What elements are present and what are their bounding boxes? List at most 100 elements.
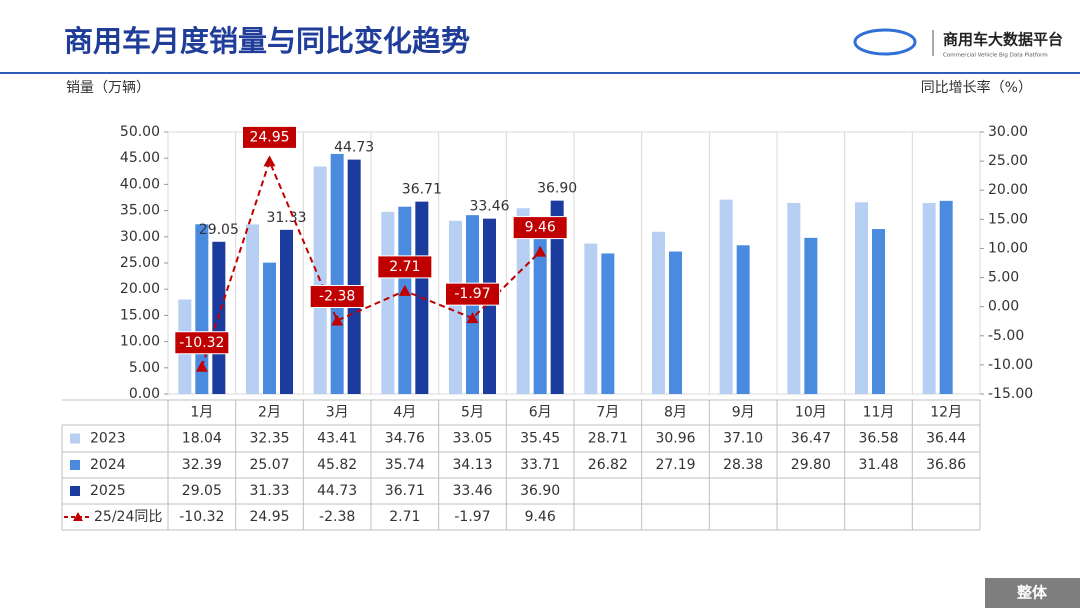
data-label-box xyxy=(174,331,230,355)
bar xyxy=(347,159,361,394)
x-tick-label: 11月 xyxy=(863,405,895,421)
y-tick-label: 30.00 xyxy=(120,229,160,245)
bar xyxy=(669,251,682,394)
table-cell: 28.71 xyxy=(588,431,628,447)
y-tick-label: 40.00 xyxy=(120,176,160,192)
y2-tick-label: 15.00 xyxy=(988,211,1028,227)
y2-tick-label: -10.00 xyxy=(988,357,1033,373)
x-tick-label: 3月 xyxy=(326,405,349,421)
y2-tick-label: 0.00 xyxy=(988,299,1019,315)
logo: 商用车大数据平台 Commercial Vehicle Big Data Pla… xyxy=(853,28,1063,59)
table-cell: 30.96 xyxy=(655,431,695,447)
y-tick-label: 5.00 xyxy=(129,360,160,376)
y2-tick-label: 10.00 xyxy=(988,240,1028,256)
table-cell: 28.38 xyxy=(723,457,763,473)
data-label: 33.46 xyxy=(469,199,509,215)
data-label: 24.95 xyxy=(249,129,289,145)
y-tick-label: 0.00 xyxy=(129,386,160,402)
line-marker xyxy=(263,155,276,167)
data-label: 36.90 xyxy=(537,181,577,197)
bar xyxy=(330,153,344,394)
bar xyxy=(398,206,412,394)
table-cell: 2.71 xyxy=(389,509,420,525)
logo-text: 商用车大数据平台 xyxy=(943,31,1063,49)
bar xyxy=(449,220,462,394)
line-marker xyxy=(466,312,479,324)
table-cell: 36.44 xyxy=(926,431,966,447)
x-tick-label: 12月 xyxy=(930,405,962,421)
bar xyxy=(516,208,530,394)
bar xyxy=(652,231,665,394)
y-tick-label: 25.00 xyxy=(120,255,160,271)
data-label-box xyxy=(242,125,297,149)
x-tick-label: 9月 xyxy=(732,405,755,421)
bar xyxy=(719,199,733,394)
data-label: 2.71 xyxy=(389,259,420,275)
logo-subtext: Commercial Vehicle Big Data Platform xyxy=(943,53,1048,59)
page-title: 商用车月度销量与同比变化趋势 xyxy=(64,24,470,58)
y-tick-label: 50.00 xyxy=(120,124,160,140)
data-label-box xyxy=(512,216,568,240)
x-tick-label: 10月 xyxy=(795,405,827,421)
table-cell: 26.82 xyxy=(588,457,628,473)
table-cell: 37.10 xyxy=(723,431,763,447)
bar xyxy=(872,229,885,394)
table-cell: 18.04 xyxy=(182,431,222,447)
bar xyxy=(787,202,801,394)
y2-tick-label: -15.00 xyxy=(988,386,1033,402)
table-cell: 45.82 xyxy=(317,457,357,473)
table-cell: 36.86 xyxy=(926,457,966,473)
bar xyxy=(855,202,868,394)
x-tick-label: 4月 xyxy=(393,405,416,421)
table-cell: 29.05 xyxy=(182,483,222,499)
data-label: -10.32 xyxy=(179,335,224,351)
x-tick-label: 1月 xyxy=(190,405,213,421)
legend-label: 2024 xyxy=(90,457,126,473)
data-label: -1.97 xyxy=(454,286,490,302)
legend-marker xyxy=(73,512,83,521)
table-cell: 36.71 xyxy=(385,483,425,499)
table-cell: 34.76 xyxy=(385,431,425,447)
table-cell: 36.58 xyxy=(858,431,898,447)
bar xyxy=(381,211,395,394)
table-cell: 24.95 xyxy=(249,509,289,525)
table-cell: 36.90 xyxy=(520,483,560,499)
x-tick-label: 8月 xyxy=(664,405,687,421)
y-axis-label: 销量（万辆） xyxy=(66,80,150,96)
data-label: 36.71 xyxy=(402,182,442,198)
bar xyxy=(736,245,750,394)
data-label: 31.33 xyxy=(266,210,306,226)
table-cell: 35.45 xyxy=(520,431,560,447)
table-cell: 27.19 xyxy=(655,457,695,473)
logo-mark xyxy=(853,28,917,56)
table-cell: 33.46 xyxy=(452,483,492,499)
data-label: -2.38 xyxy=(319,289,355,305)
table-cell: 35.74 xyxy=(385,457,425,473)
line-marker xyxy=(331,314,344,326)
table-cell: 43.41 xyxy=(317,431,357,447)
y-tick-label: 35.00 xyxy=(120,203,160,219)
bar xyxy=(246,224,259,394)
footer-button-label[interactable]: 整体 xyxy=(1017,584,1048,602)
y2-tick-label: 5.00 xyxy=(988,270,1019,286)
table-cell: -1.97 xyxy=(454,509,490,525)
y2-axis-label: 同比增长率（%） xyxy=(921,79,1032,96)
legend-swatch xyxy=(70,460,80,470)
y-tick-label: 15.00 xyxy=(120,307,160,323)
bar xyxy=(483,218,496,394)
x-tick-label: 7月 xyxy=(596,405,619,421)
table-cell: 33.71 xyxy=(520,457,560,473)
legend-swatch xyxy=(70,486,80,496)
y2-tick-label: 25.00 xyxy=(988,153,1028,169)
bar xyxy=(280,229,293,394)
chart: 0.00 5.00 10.00 15.00 20.00 25.00 30.00 35.00 40… xyxy=(61,124,1033,531)
x-tick-label: 5月 xyxy=(461,405,484,421)
legend-label: 2023 xyxy=(90,431,126,447)
table-cell: -10.32 xyxy=(179,509,224,525)
legend-label: 2025 xyxy=(90,483,126,499)
data-label: 9.46 xyxy=(525,220,556,236)
table-cell: 32.39 xyxy=(182,457,222,473)
footer-button[interactable] xyxy=(985,578,1080,608)
line xyxy=(200,158,541,368)
